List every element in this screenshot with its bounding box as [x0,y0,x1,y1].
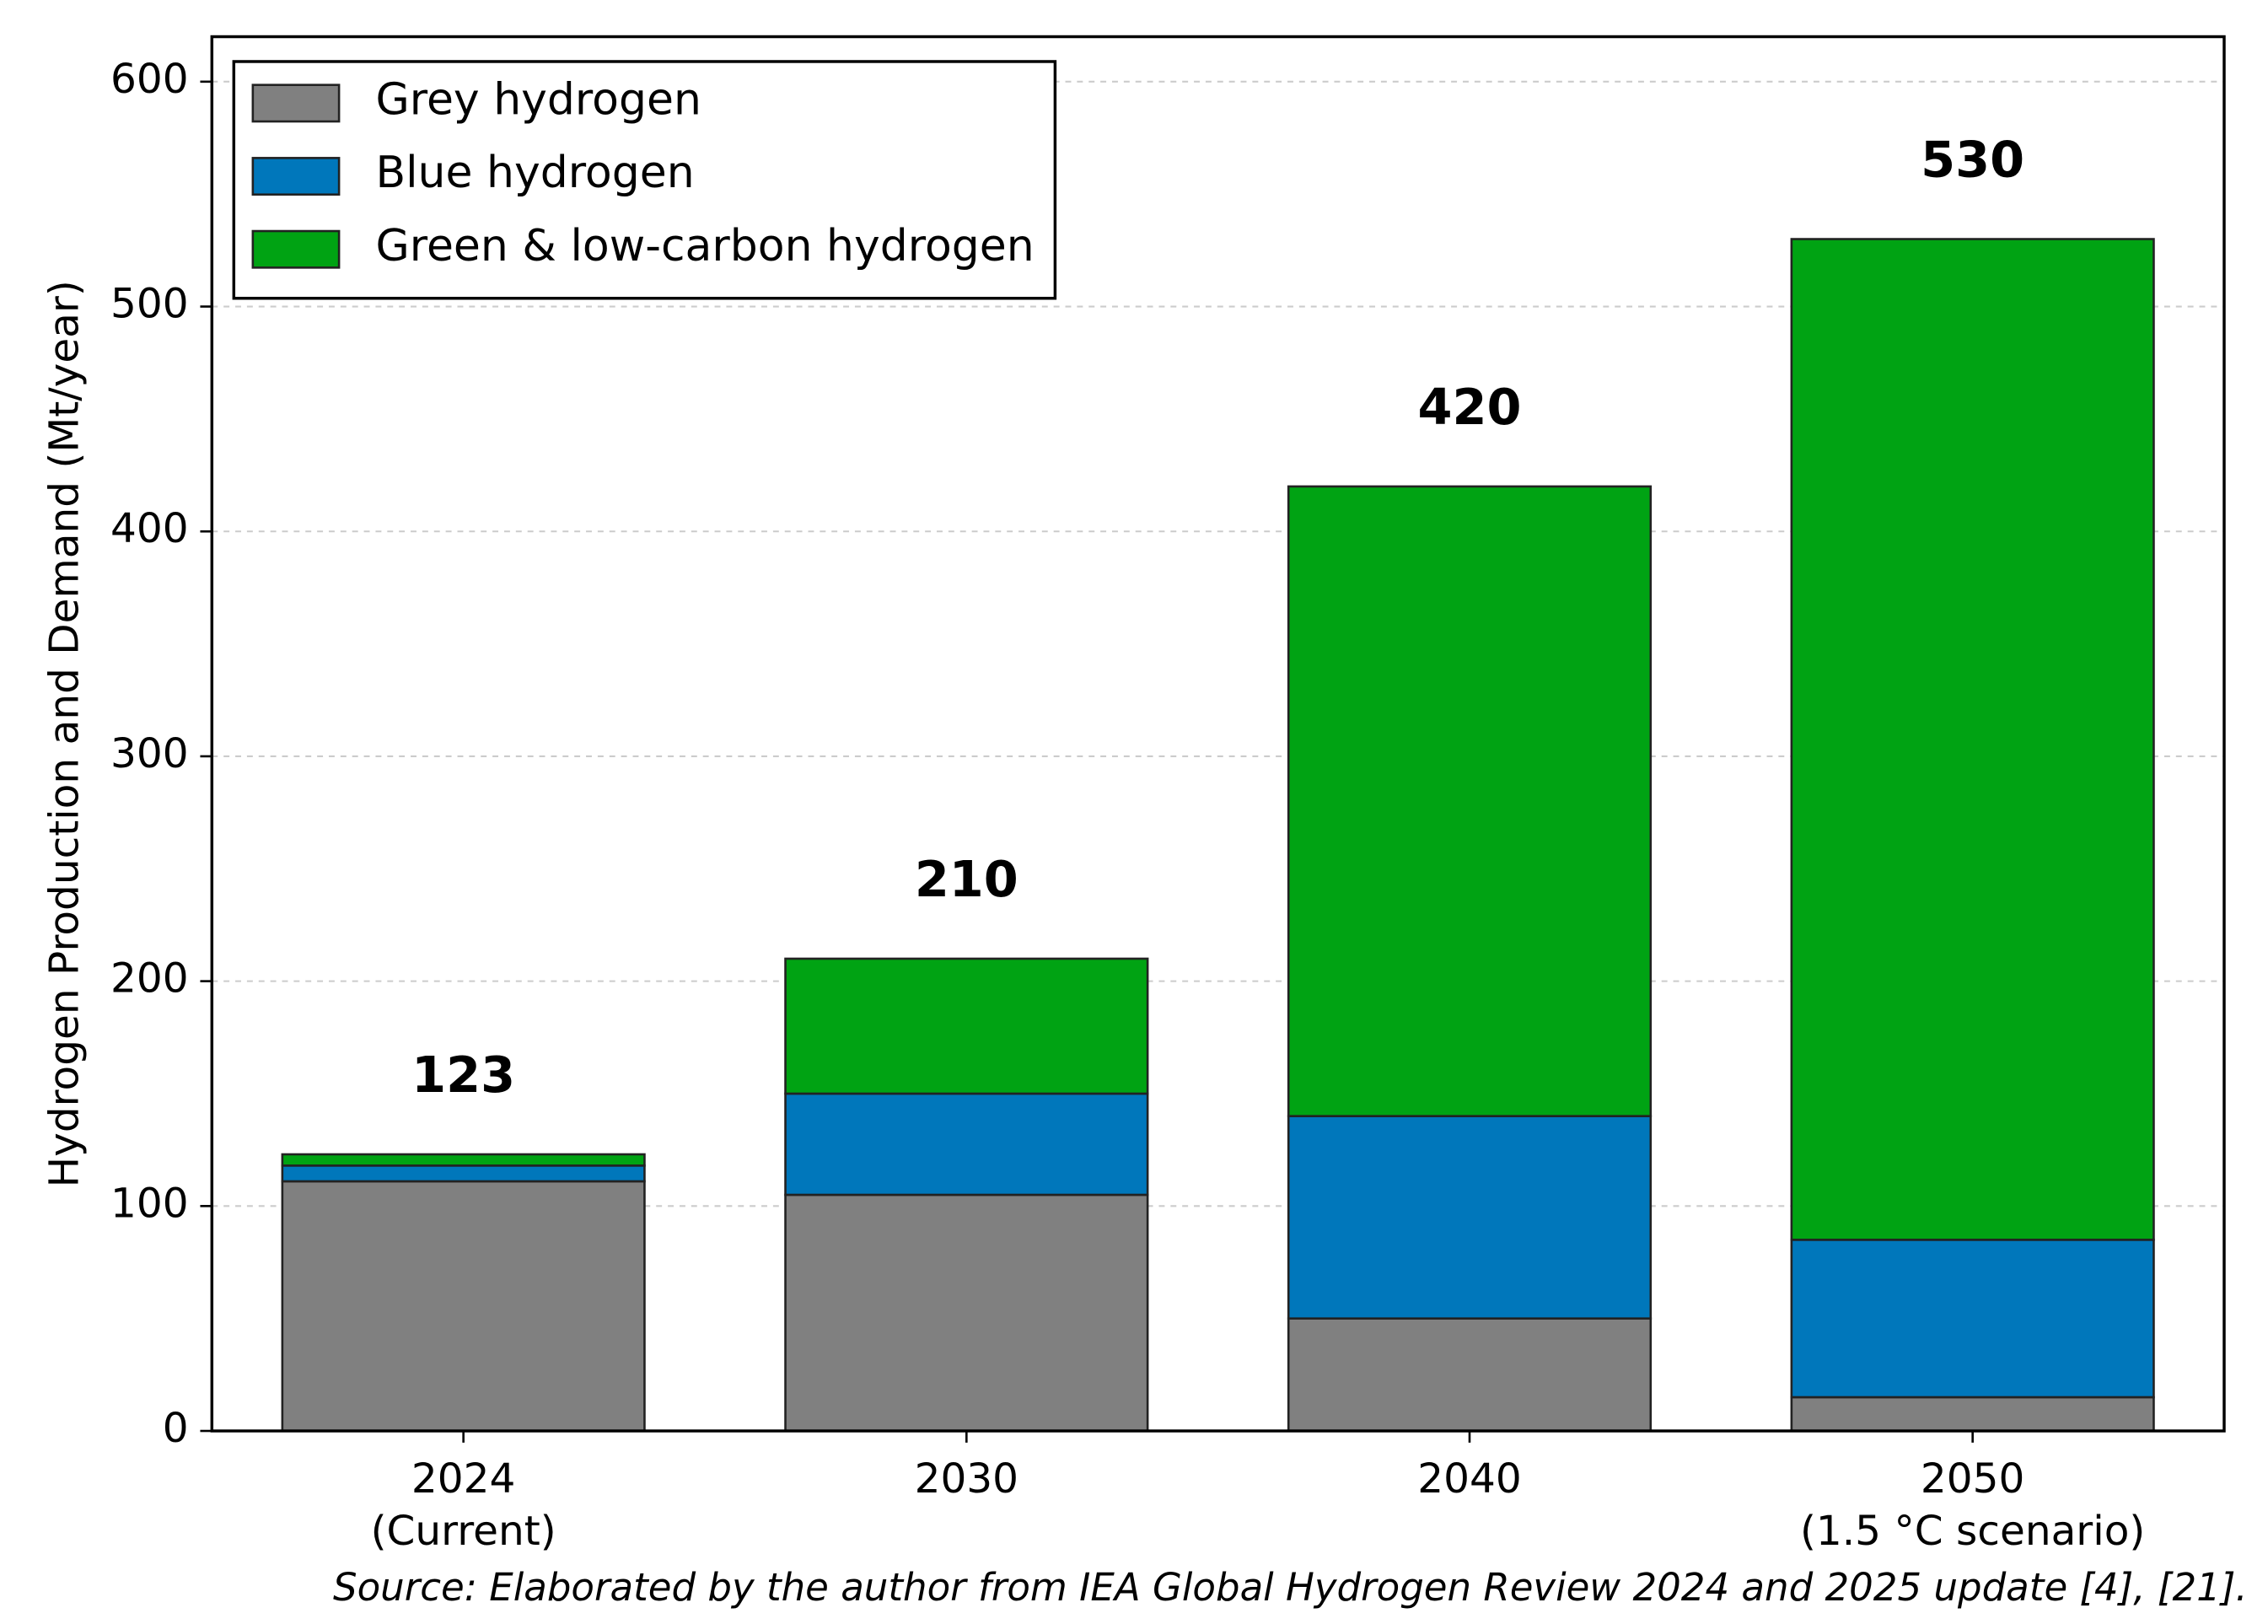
x-tick-label: 2050 (1.5 °C scenario) [1800,1455,2145,1555]
y-tick-label: 400 [110,505,189,552]
source-note: Source: Elaborated by the author from IE… [333,1565,2248,1610]
total-label: 210 [915,850,1018,908]
bar-segment [281,1153,646,1167]
x-tick-label: 2030 [915,1455,1018,1503]
bar-segment [784,1193,1149,1433]
bar-segment [1287,1115,1653,1320]
bar-segment [281,1180,646,1433]
total-label: 530 [1921,131,2024,189]
legend-box [232,60,1057,300]
legend: Grey hydrogen Blue hydrogen Green & low-ca… [232,60,1057,300]
y-tick-label: 0 [163,1405,189,1452]
total-label: 123 [411,1046,515,1104]
x-tick-label: 2024 (Current) [371,1455,556,1555]
bar-segment [784,957,1149,1095]
bar-segment [281,1164,646,1183]
bar-segment [1790,238,2155,1241]
bar-segment [1790,1239,2155,1399]
y-tick-label: 600 [110,56,189,103]
legend-swatch [251,229,341,269]
y-tick-label: 200 [110,955,189,1003]
bar-segment [1287,1317,1653,1433]
y-axis-label: Hydrogen Production and Demand (Mt/year) [41,280,89,1187]
bar-segment [1287,485,1653,1117]
y-tick-label: 300 [110,730,189,777]
y-tick-label: 500 [110,281,189,328]
legend-swatch [251,157,341,196]
y-tick-label: 100 [110,1180,189,1227]
bar-segment [784,1092,1149,1196]
legend-label: Green & low-carbon hydrogen [375,221,1034,272]
legend-label: Grey hydrogen [375,75,701,126]
x-tick-label: 2040 [1417,1455,1521,1503]
legend-label: Blue hydrogen [375,148,694,198]
plot-frame [210,35,2226,1433]
legend-swatch [251,83,341,123]
bar-segment [1790,1395,2155,1433]
total-label: 420 [1417,378,1521,436]
